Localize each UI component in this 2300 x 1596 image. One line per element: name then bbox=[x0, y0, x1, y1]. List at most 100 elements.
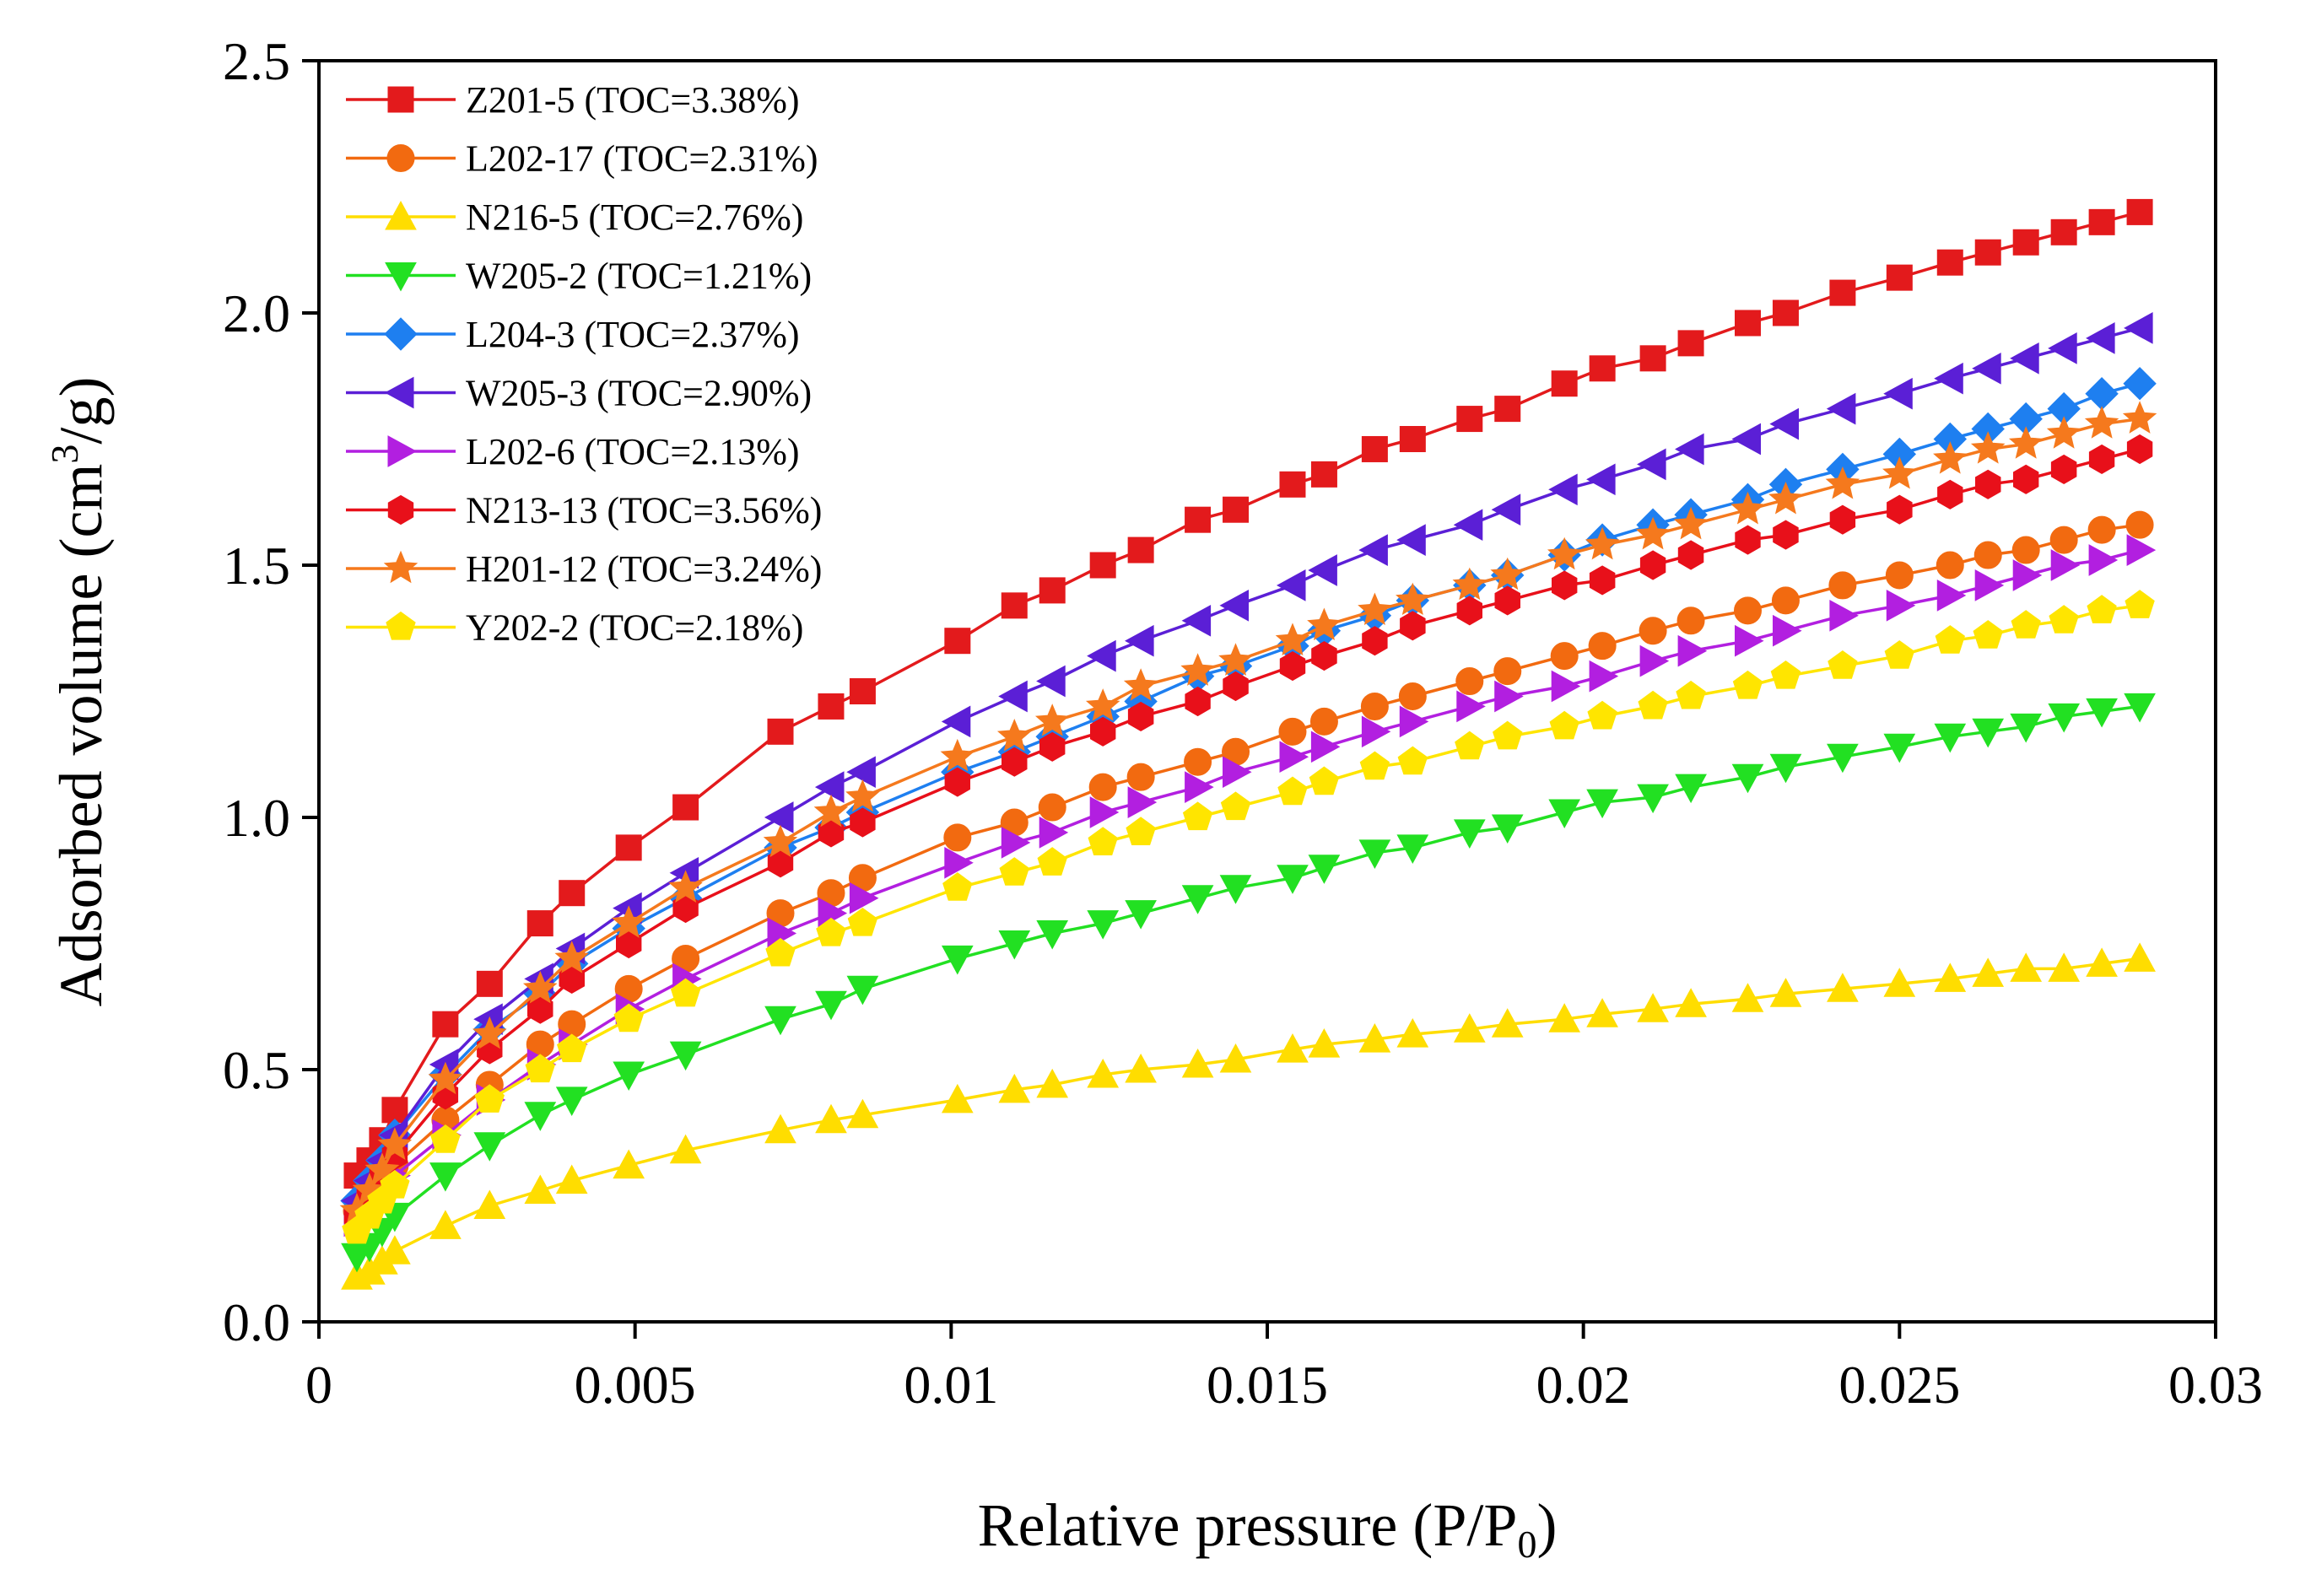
data-point bbox=[1090, 716, 1116, 747]
x-tick-label: 0.01 bbox=[904, 1355, 998, 1415]
data-point bbox=[2011, 536, 2040, 564]
y-tick-label: 0.5 bbox=[223, 1040, 290, 1100]
data-point bbox=[1491, 1008, 1524, 1038]
data-point bbox=[524, 1102, 557, 1131]
data-point bbox=[1276, 569, 1306, 601]
data-point bbox=[1973, 541, 2002, 569]
data-point bbox=[1311, 641, 1337, 671]
data-point bbox=[1552, 570, 1578, 601]
data-point bbox=[847, 907, 878, 936]
legend-marker bbox=[387, 494, 414, 526]
data-point bbox=[1589, 355, 1616, 382]
data-point bbox=[1399, 426, 1426, 452]
data-point bbox=[559, 880, 586, 907]
data-point bbox=[845, 779, 880, 812]
data-point bbox=[2087, 595, 2117, 623]
data-point bbox=[1223, 756, 1252, 789]
data-point bbox=[1309, 707, 1338, 736]
data-point bbox=[1361, 715, 1391, 748]
data-point bbox=[941, 705, 971, 738]
series-line bbox=[355, 523, 2141, 1212]
y-tick-label: 1.0 bbox=[223, 788, 290, 848]
data-point bbox=[2012, 229, 2039, 256]
data-point bbox=[1769, 753, 1802, 784]
data-point bbox=[1731, 983, 1764, 1012]
series-6 bbox=[340, 312, 2153, 1217]
data-point bbox=[615, 834, 642, 861]
data-point bbox=[1827, 743, 1859, 774]
data-point bbox=[1126, 763, 1155, 791]
series-3 bbox=[341, 942, 2156, 1290]
data-point bbox=[2010, 342, 2039, 375]
data-point bbox=[1219, 1043, 1252, 1073]
x-axis-title-subscript: 0 bbox=[1517, 1523, 1536, 1566]
data-point bbox=[1219, 589, 1249, 622]
data-point bbox=[1181, 1048, 1214, 1078]
data-point bbox=[1358, 1023, 1391, 1053]
data-point bbox=[942, 872, 973, 901]
legend-marker bbox=[387, 435, 418, 467]
data-point bbox=[944, 846, 974, 879]
data-point bbox=[1126, 817, 1156, 845]
data-point bbox=[943, 823, 972, 852]
data-point bbox=[818, 817, 845, 848]
data-point bbox=[2122, 401, 2157, 434]
data-point bbox=[1180, 653, 1215, 686]
x-axis-title-end: ) bbox=[1536, 1491, 1557, 1559]
data-point bbox=[1638, 690, 1668, 720]
data-point bbox=[1359, 751, 1390, 780]
data-point bbox=[1308, 1028, 1341, 1058]
data-point bbox=[1639, 550, 1666, 580]
data-point bbox=[941, 1083, 974, 1113]
data-point bbox=[1675, 774, 1707, 804]
data-point bbox=[2046, 416, 2081, 449]
data-point bbox=[999, 857, 1029, 886]
data-point bbox=[1358, 839, 1391, 869]
data-point bbox=[428, 1061, 463, 1095]
data-point bbox=[1002, 747, 1028, 777]
data-point bbox=[554, 941, 590, 973]
x-axis-title: Relative pressure (P/P0) bbox=[978, 1491, 1558, 1566]
axis-ticks: 0 0.005 0.01 0.015 0.02 0.025 0.03 0.0 0.5 1.0 1.5… bbox=[223, 31, 2263, 1415]
data-point bbox=[1087, 910, 1120, 940]
data-point bbox=[1001, 592, 1028, 619]
data-point bbox=[818, 693, 845, 720]
data-point bbox=[380, 1169, 410, 1199]
data-point bbox=[1551, 670, 1581, 703]
data-point bbox=[522, 971, 558, 1004]
data-point bbox=[1772, 299, 1799, 326]
data-point bbox=[1548, 1003, 1581, 1033]
data-point bbox=[1453, 509, 1483, 542]
data-point bbox=[1185, 771, 1214, 803]
legend-item: N216-5 (TOC=2.76%) bbox=[346, 197, 803, 238]
data-point bbox=[813, 794, 849, 828]
data-point bbox=[1362, 626, 1388, 656]
data-point bbox=[1936, 249, 1963, 276]
series-9 bbox=[339, 401, 2157, 1226]
series-line bbox=[355, 210, 2141, 1177]
data-point bbox=[1360, 692, 1389, 720]
data-point bbox=[2050, 454, 2077, 484]
data-point bbox=[1769, 407, 1799, 440]
data-point bbox=[1637, 993, 1669, 1022]
data-point bbox=[816, 917, 846, 946]
data-point bbox=[763, 824, 798, 858]
data-point bbox=[472, 1016, 507, 1049]
data-point bbox=[2050, 549, 2081, 581]
data-point bbox=[998, 1073, 1031, 1103]
data-point bbox=[1586, 463, 1616, 496]
data-point bbox=[764, 1113, 796, 1144]
legend-item: H201-12 (TOC=3.24%) bbox=[346, 548, 822, 590]
data-point bbox=[1494, 396, 1521, 423]
legend-label: L202-17 (TOC=2.31%) bbox=[466, 138, 818, 180]
data-point bbox=[669, 1134, 702, 1164]
series-line bbox=[355, 548, 2141, 1222]
data-point bbox=[2048, 332, 2077, 364]
data-point bbox=[2049, 605, 2079, 634]
legend-item: N213-13 (TOC=3.56%) bbox=[346, 490, 822, 531]
data-point bbox=[1358, 534, 1388, 566]
data-point bbox=[526, 910, 553, 937]
data-point bbox=[1550, 642, 1579, 671]
legend: Z201-5 (TOC=3.38%) L202-17 (TOC=2.31%) N21… bbox=[346, 79, 822, 649]
data-point bbox=[1307, 607, 1342, 640]
